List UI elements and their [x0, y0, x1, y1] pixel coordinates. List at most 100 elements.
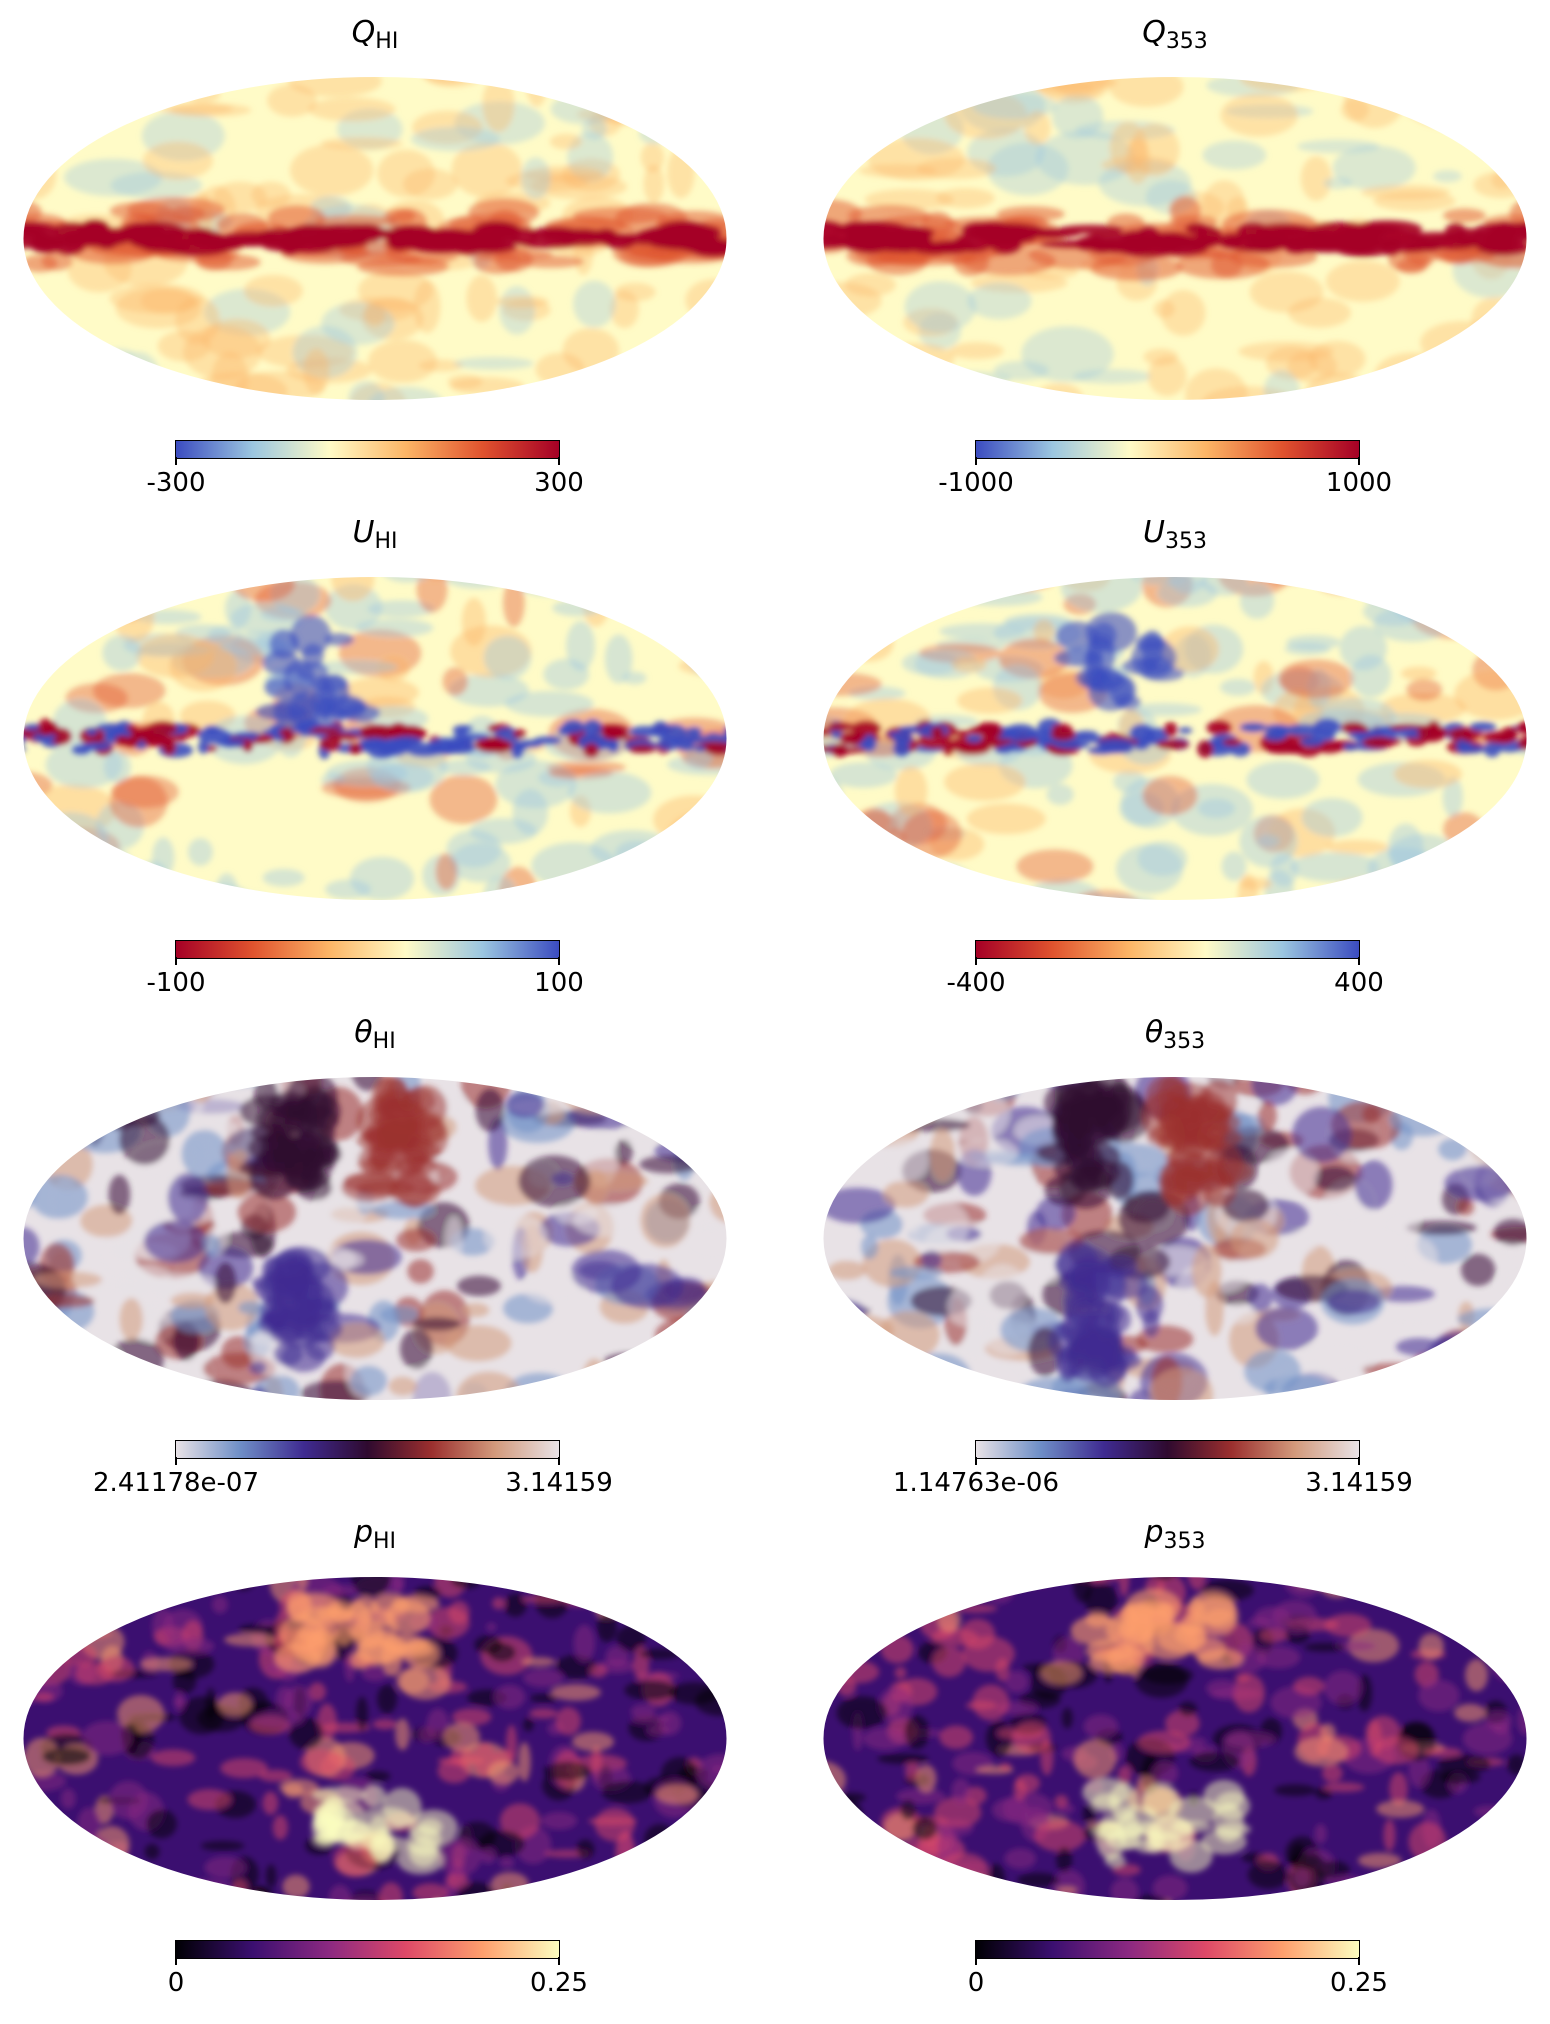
- map-feature: [445, 1872, 469, 1890]
- map-feature: [581, 1358, 608, 1401]
- map-feature: [85, 727, 98, 736]
- map-image: [815, 1562, 1535, 1915]
- map-feature: [43, 1390, 92, 1401]
- map-feature: [696, 606, 727, 639]
- map-feature: [1442, 776, 1464, 818]
- map-feature: [1221, 851, 1247, 881]
- map-feature: [1147, 355, 1187, 397]
- map-feature: [312, 1803, 355, 1839]
- map-feature: [823, 336, 874, 368]
- map-feature: [1481, 1314, 1512, 1360]
- title-subscript: 353: [1163, 1529, 1206, 1554]
- map-feature: [1050, 728, 1076, 741]
- map-feature: [232, 731, 261, 739]
- map-feature: [1493, 320, 1525, 365]
- colorbar-min-label: 0: [967, 1968, 985, 1998]
- mollweide-map: [823, 76, 1527, 401]
- map-feature: [1402, 1387, 1460, 1401]
- map-feature: [848, 205, 930, 227]
- map-feature: [75, 1894, 92, 1901]
- map-feature: [685, 745, 713, 770]
- map-feature: [951, 657, 987, 673]
- map-feature: [1069, 1907, 1098, 1915]
- map-feature: [1110, 1877, 1139, 1901]
- map-feature: [573, 1624, 596, 1663]
- colorbar-tick-min: [175, 457, 177, 465]
- map-feature: [1455, 738, 1472, 754]
- map-feature: [108, 1174, 131, 1215]
- map-feature: [630, 846, 675, 884]
- map-feature: [504, 1593, 527, 1617]
- map-feature: [888, 1887, 921, 1898]
- map-feature: [1129, 724, 1155, 742]
- colorbar-min-label: 1.14763e-06: [893, 1468, 1059, 1498]
- map-feature: [1510, 576, 1527, 593]
- map-feature: [1313, 1166, 1356, 1192]
- map-feature: [1435, 1845, 1480, 1872]
- map-feature: [1197, 740, 1214, 758]
- map-feature: [289, 144, 374, 197]
- colorbar-tick-max: [1358, 1957, 1360, 1965]
- map-feature: [1225, 1304, 1256, 1324]
- map-feature: [543, 1761, 592, 1781]
- map-feature: [1149, 1367, 1214, 1401]
- map-feature: [392, 735, 423, 746]
- map-feature: [823, 745, 835, 753]
- map-svg: [22, 576, 728, 901]
- map-feature: [1301, 576, 1371, 577]
- map-feature: [1017, 1872, 1060, 1888]
- map-feature: [23, 380, 39, 401]
- map-feature: [1084, 1582, 1118, 1617]
- map-feature: [254, 1077, 278, 1111]
- map-feature: [690, 1076, 727, 1088]
- map-feature: [576, 878, 656, 901]
- map-feature: [694, 745, 706, 753]
- map-feature: [668, 587, 727, 614]
- map-feature: [601, 1780, 653, 1804]
- title-subscript: HI: [374, 529, 398, 554]
- map-feature: [823, 1374, 853, 1401]
- map-feature: [682, 1084, 727, 1107]
- map-feature: [248, 1149, 300, 1200]
- map-feature: [418, 359, 464, 372]
- colorbar-max-label: 0.25: [1330, 1968, 1388, 1998]
- map-feature: [446, 829, 502, 868]
- map-feature: [1501, 1886, 1512, 1898]
- map-feature: [1239, 815, 1298, 868]
- panel-title: QHI: [15, 15, 735, 53]
- map-feature: [1387, 1576, 1400, 1583]
- map-feature: [1293, 1676, 1325, 1696]
- map-feature: [482, 76, 515, 133]
- map-feature: [258, 228, 303, 241]
- map-feature: [643, 596, 708, 618]
- map-feature: [33, 1271, 103, 1289]
- map-image: [15, 1562, 735, 1915]
- map-feature: [699, 317, 727, 360]
- map-feature: [1500, 1867, 1527, 1901]
- mollweide-map: [23, 1576, 727, 1901]
- colorbar-max-label: 3.14159: [505, 1468, 613, 1498]
- map-feature: [1460, 1253, 1496, 1287]
- map-feature: [1163, 721, 1178, 737]
- map-feature: [253, 1076, 296, 1078]
- map-feature: [823, 1187, 896, 1224]
- map-feature: [379, 1882, 403, 1901]
- map-feature: [185, 1079, 220, 1096]
- map-feature: [1348, 731, 1370, 739]
- map-feature: [182, 1076, 203, 1086]
- map-feature: [1310, 1887, 1360, 1901]
- map-feature: [518, 1742, 531, 1782]
- map-feature: [23, 862, 36, 886]
- map-feature: [930, 1128, 956, 1182]
- map-feature: [676, 1112, 727, 1139]
- map-feature: [23, 230, 54, 249]
- map-feature: [261, 1257, 285, 1284]
- map-feature: [1178, 727, 1193, 734]
- map-feature: [699, 1824, 725, 1840]
- map-feature: [1496, 1144, 1527, 1173]
- map-feature: [305, 726, 342, 734]
- map-feature: [217, 1692, 252, 1717]
- map-feature: [1113, 770, 1146, 793]
- map-feature: [1109, 76, 1184, 108]
- map-feature: [362, 1126, 397, 1145]
